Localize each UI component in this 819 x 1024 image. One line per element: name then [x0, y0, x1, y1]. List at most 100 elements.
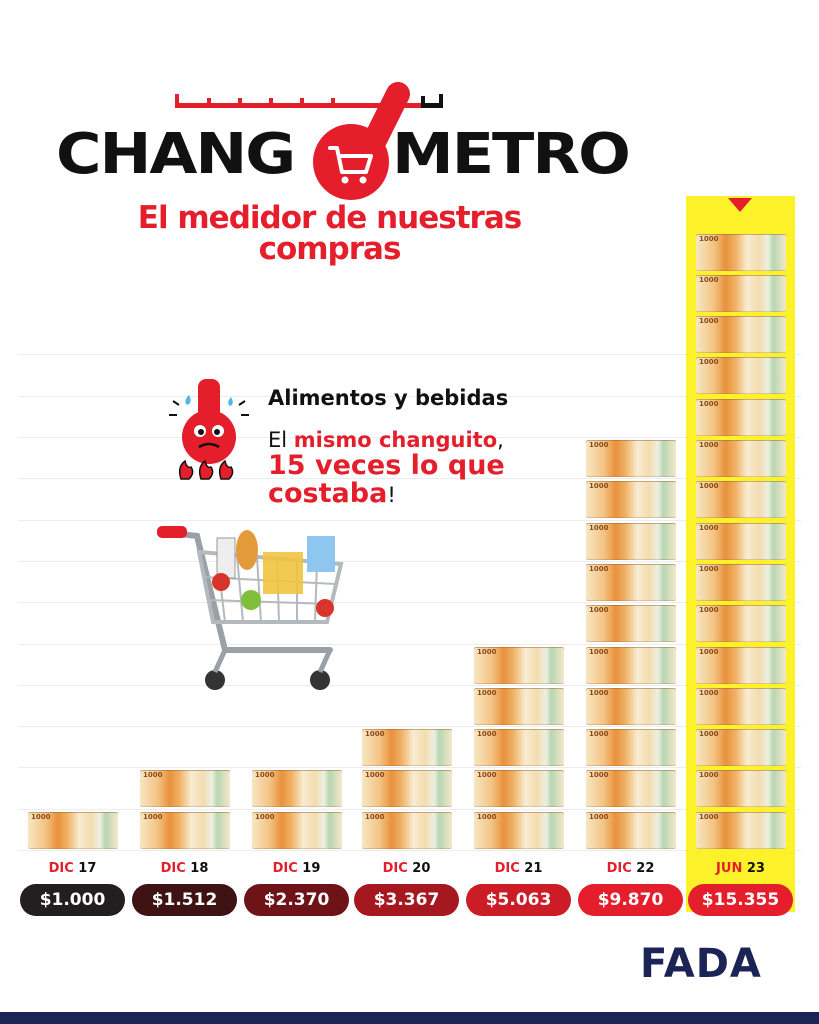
bill-number: 1000	[699, 812, 719, 821]
bill-number: 1000	[255, 771, 275, 780]
price-label: $1.000	[20, 884, 125, 916]
bill-number: 1000	[699, 606, 719, 615]
info-line-3: costaba!	[268, 480, 396, 507]
category-year: 19	[302, 861, 321, 876]
bill-note: 1000	[696, 687, 786, 725]
bill-number: 1000	[143, 771, 163, 780]
grid-line	[18, 850, 801, 851]
info-line-1-highlight: mismo changuito	[293, 428, 498, 452]
bill-note: 1000	[696, 770, 786, 808]
grid-line	[18, 560, 801, 562]
category-month: DIC	[272, 861, 303, 876]
bill-note: 1000	[140, 811, 230, 849]
grid-line	[18, 519, 801, 521]
bill-number: 1000	[589, 771, 609, 780]
bill-number: 1000	[365, 771, 385, 780]
category-label: DIC 21	[466, 861, 571, 876]
bill-note: 1000	[696, 233, 786, 271]
bill-note: 1000	[474, 729, 564, 767]
logo-word-left: CHANG	[56, 120, 296, 187]
bill-number: 1000	[477, 688, 497, 697]
fada-logo: FADA	[640, 941, 762, 987]
price-label: $9.870	[578, 884, 683, 916]
bill-number: 1000	[31, 812, 51, 821]
grid-line	[18, 437, 801, 438]
bill-note: 1000	[252, 811, 342, 849]
bill-number: 1000	[589, 523, 609, 532]
bill-number: 1000	[699, 564, 719, 573]
bill-number: 1000	[699, 275, 719, 284]
price-label: $1.512	[132, 884, 237, 916]
bill-number: 1000	[143, 812, 163, 821]
bill-number: 1000	[365, 730, 385, 739]
bill-note: 1000	[586, 563, 676, 601]
bill-note: 1000	[696, 440, 786, 477]
grid-line	[18, 602, 801, 604]
bill-note: 1000	[696, 274, 786, 312]
shopping-cart-icon	[157, 526, 344, 690]
price-label: $5.063	[466, 884, 571, 916]
category-month: DIC	[48, 861, 79, 876]
bill-number: 1000	[699, 399, 719, 408]
bill-note: 1000	[696, 646, 786, 684]
category-label: DIC 18	[132, 861, 237, 876]
bill-number: 1000	[699, 358, 719, 367]
bill-note: 1000	[696, 563, 786, 601]
bill-note: 1000	[586, 522, 676, 560]
bill-note: 1000	[586, 481, 676, 519]
bill-number: 1000	[477, 771, 497, 780]
grid-line	[18, 684, 801, 686]
bill-number: 1000	[699, 234, 719, 243]
grid-line	[18, 767, 801, 769]
bill-note: 1000	[696, 522, 786, 560]
bill-number: 1000	[589, 441, 609, 449]
bill-number: 1000	[699, 523, 719, 532]
grid-line	[18, 478, 801, 480]
bill-note: 1000	[28, 811, 118, 849]
info-line-3-suffix: !	[387, 483, 396, 507]
bill-number: 1000	[699, 771, 719, 780]
info-line-1-suffix: ,	[497, 428, 504, 452]
price-label: $15.355	[688, 884, 793, 916]
bill-note: 1000	[696, 605, 786, 643]
bill-note: 1000	[586, 770, 676, 808]
bill-number: 1000	[699, 730, 719, 739]
bill-note: 1000	[586, 646, 676, 684]
bill-note: 1000	[474, 770, 564, 808]
category-month: DIC	[494, 861, 525, 876]
category-month: DIC	[382, 861, 413, 876]
bill-note: 1000	[252, 770, 342, 808]
bill-note: 1000	[696, 316, 786, 354]
category-year: 20	[412, 861, 431, 876]
footer-bar	[0, 1012, 819, 1024]
bill-note: 1000	[586, 811, 676, 849]
bill-number: 1000	[477, 730, 497, 739]
info-line-2: 15 veces lo que	[268, 450, 505, 481]
bill-number: 1000	[255, 812, 275, 821]
bill-number: 1000	[589, 688, 609, 697]
category-year: 21	[524, 861, 543, 876]
bill-note: 1000	[696, 811, 786, 849]
bill-note: 1000	[362, 811, 452, 849]
bill-note: 1000	[474, 646, 564, 684]
bill-number: 1000	[589, 647, 609, 656]
bill-number: 1000	[589, 482, 609, 491]
grid-line	[18, 643, 801, 645]
category-year: 22	[636, 861, 655, 876]
category-month: DIC	[160, 861, 191, 876]
bill-note: 1000	[586, 440, 676, 477]
grid-line	[18, 808, 801, 810]
bill-note: 1000	[362, 729, 452, 767]
category-title: Alimentos y bebidas	[268, 386, 509, 410]
bill-number: 1000	[589, 812, 609, 821]
bill-note: 1000	[362, 770, 452, 808]
info-line-1-prefix: El	[268, 428, 294, 452]
category-label: DIC 20	[354, 861, 459, 876]
price-label: $3.367	[354, 884, 459, 916]
grid-line	[18, 395, 801, 397]
bill-number: 1000	[699, 482, 719, 491]
bill-number: 1000	[589, 606, 609, 615]
bill-number: 1000	[699, 317, 719, 326]
category-month: JUN	[716, 861, 747, 876]
bill-note: 1000	[696, 729, 786, 767]
